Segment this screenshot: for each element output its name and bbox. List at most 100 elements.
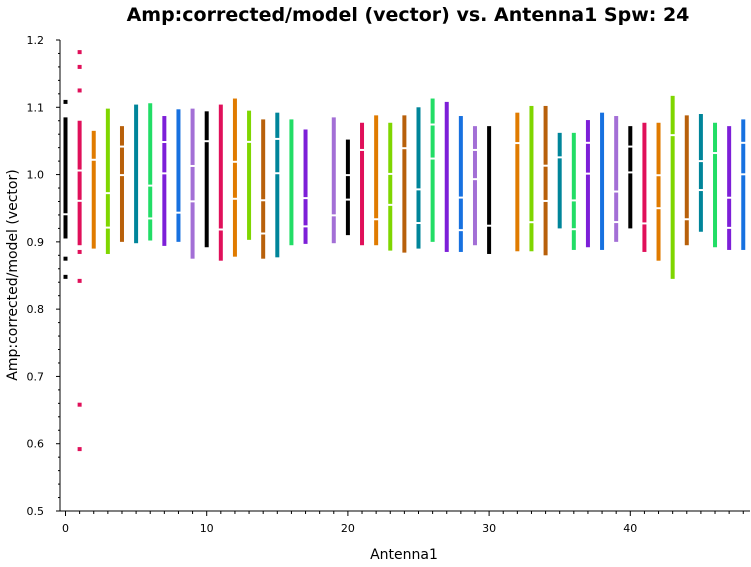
antenna-2-bar xyxy=(91,130,96,249)
antenna-1-outlier-point xyxy=(77,88,82,93)
antenna-12-points xyxy=(232,98,238,257)
antenna-3-gap xyxy=(105,226,111,229)
antenna-6-gap xyxy=(147,184,153,187)
antenna-46-gap xyxy=(712,152,718,155)
antenna-42-points xyxy=(656,122,662,261)
antenna-24-gap xyxy=(401,147,407,150)
antenna-13-points xyxy=(246,110,252,240)
antenna-41-gap xyxy=(641,222,647,225)
antenna-0-gap xyxy=(63,213,68,216)
axes xyxy=(59,40,750,512)
antenna-28-gap xyxy=(458,196,464,199)
antenna-39-gap xyxy=(613,221,619,224)
antenna-1-gap xyxy=(77,199,83,202)
antenna-7-points xyxy=(161,116,167,246)
antenna-1-outlier-point xyxy=(77,447,82,452)
y-tick-label: 0.9 xyxy=(27,236,45,249)
antenna-7-bar xyxy=(162,116,167,246)
antenna-28-gap xyxy=(458,229,464,232)
antenna-35-points xyxy=(557,132,563,229)
antenna-4-bar xyxy=(119,126,124,242)
antenna-20-gap xyxy=(345,174,351,177)
antenna-11-points xyxy=(218,104,224,261)
antenna-12-gap xyxy=(232,197,238,200)
antenna-48-bar xyxy=(741,119,746,250)
antenna-19-gap xyxy=(331,214,337,217)
antenna-12-bar xyxy=(232,98,237,257)
antenna-35-bar xyxy=(557,132,562,229)
antenna-0-points xyxy=(63,99,68,279)
antenna-25-gap xyxy=(416,188,421,191)
antenna-6-bar xyxy=(148,103,153,241)
ticks: 0.5 0.6 0.7 0.8 0.9 1.0 1.1 1.2 0 10 20 30 40 xyxy=(27,34,744,535)
antenna-33-points xyxy=(528,105,534,252)
antenna-17-points xyxy=(303,129,309,244)
antenna-29-gap xyxy=(472,148,478,151)
antenna-46-points xyxy=(712,122,718,248)
antenna-19-points xyxy=(331,117,337,244)
antenna-40-gap xyxy=(627,145,633,148)
antenna-2-points xyxy=(91,130,97,249)
antenna-22-gap xyxy=(373,218,379,221)
antenna-0-outlier-point xyxy=(63,274,68,279)
x-axis-label: Antenna1 xyxy=(370,547,438,563)
antenna-11-gap xyxy=(218,228,224,231)
antenna-17-gap xyxy=(303,197,309,200)
antenna-23-gap xyxy=(387,172,393,175)
antenna-14-points xyxy=(260,119,266,259)
antenna-40-gap xyxy=(627,171,633,174)
antenna-27-bar xyxy=(444,101,449,252)
antenna-11-bar xyxy=(218,104,223,261)
antenna-26-gap xyxy=(430,123,436,126)
antenna-2-gap xyxy=(91,158,97,161)
antenna-21-points xyxy=(359,122,365,246)
antenna-37-bar xyxy=(585,120,590,248)
antenna-7-gap xyxy=(161,172,167,175)
antenna-4-gap xyxy=(119,145,125,148)
antenna-8-gap xyxy=(175,211,181,214)
antenna-40-points xyxy=(627,126,633,229)
antenna-36-points xyxy=(571,132,577,250)
antenna-34-gap xyxy=(543,199,549,202)
antenna-39-gap xyxy=(613,190,619,193)
antenna-30-gap xyxy=(486,224,492,227)
antenna-45-points xyxy=(698,114,704,232)
antenna-6-points xyxy=(147,103,153,241)
antenna-33-bar xyxy=(529,105,534,252)
antenna-39-bar xyxy=(614,116,619,242)
antenna-3-bar xyxy=(105,108,110,254)
antenna-5-points xyxy=(134,104,139,244)
y-tick-label: 1.0 xyxy=(27,169,45,182)
antenna-25-gap xyxy=(416,222,421,225)
antenna-14-gap xyxy=(260,232,266,235)
antenna-26-gap xyxy=(430,157,436,160)
antenna-10-gap xyxy=(204,140,210,143)
y-tick-label: 1.1 xyxy=(27,101,45,114)
antenna-32-points xyxy=(514,112,520,252)
antenna-28-bar xyxy=(458,116,463,252)
antenna-20-bar xyxy=(345,139,350,236)
antenna-23-gap xyxy=(387,203,393,206)
antenna-47-gap xyxy=(726,196,732,199)
antenna-23-points xyxy=(387,122,393,251)
antenna-39-points xyxy=(613,116,619,242)
x-tick-label: 10 xyxy=(200,522,214,535)
antenna-0-outlier-point xyxy=(63,256,68,261)
antenna-48-gap xyxy=(740,141,746,144)
antenna-3-gap xyxy=(105,192,111,195)
antenna-8-points xyxy=(175,109,181,242)
antenna-1-outlier-point xyxy=(77,402,82,407)
antenna-42-gap xyxy=(656,174,662,177)
antenna-6-gap xyxy=(147,217,153,220)
antenna-46-bar xyxy=(713,122,718,248)
antenna-21-bar xyxy=(360,122,365,246)
antenna-1-bar xyxy=(77,120,82,246)
antenna-9-gap xyxy=(190,164,196,167)
antenna-10-bar xyxy=(204,111,209,248)
antenna-9-points xyxy=(190,108,196,259)
antenna-29-gap xyxy=(472,178,478,181)
y-tick-label: 0.6 xyxy=(27,438,45,451)
y-tick-label: 0.8 xyxy=(27,303,45,316)
antenna-3-points xyxy=(105,108,111,254)
